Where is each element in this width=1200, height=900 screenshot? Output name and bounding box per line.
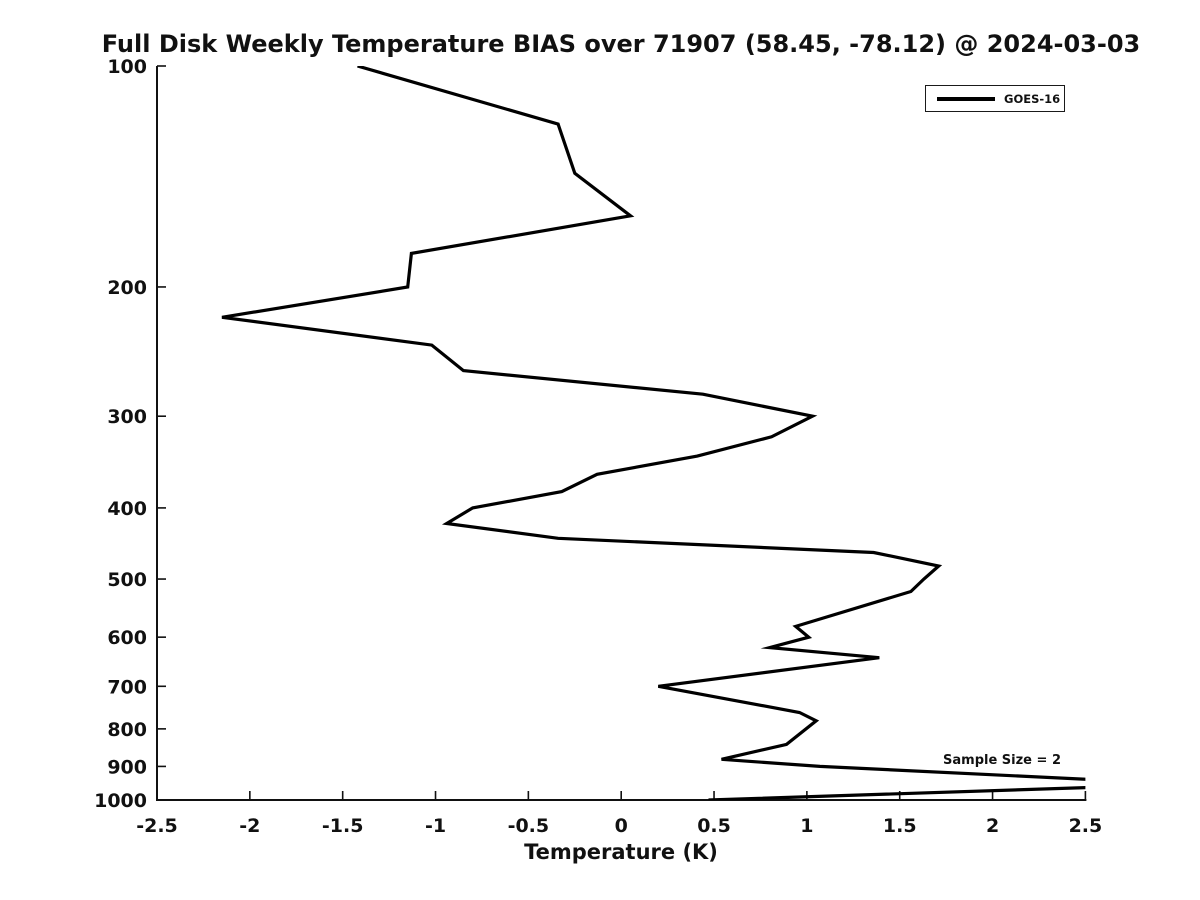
y-tick-label: 500 xyxy=(107,569,147,591)
legend-label: GOES-16 xyxy=(1004,91,1061,106)
x-tick-label: 0 xyxy=(615,815,628,837)
y-tick-label: 200 xyxy=(107,277,147,299)
y-tick-label: 100 xyxy=(107,56,147,78)
bias-curve xyxy=(221,66,1086,800)
x-tick-label: 1.5 xyxy=(883,815,917,837)
x-tick-label: 1 xyxy=(800,815,813,837)
x-axis-ticks xyxy=(156,791,1087,800)
legend: GOES-16 xyxy=(925,85,1065,112)
x-axis-tick-labels: -2.5 -2 -1.5 -1 -0.5 0 0.5 1 1.5 2 2.5 xyxy=(136,815,1102,837)
sample-size-annotation: Sample Size = 2 xyxy=(943,753,1061,768)
y-tick-label: 800 xyxy=(107,719,147,741)
y-tick-label: 600 xyxy=(107,627,147,649)
x-tick-label: 2.5 xyxy=(1069,815,1103,837)
y-tick-label: 900 xyxy=(107,756,147,778)
x-tick-label: -0.5 xyxy=(508,815,550,837)
y-tick-label: 1000 xyxy=(94,790,147,812)
chart-title: Full Disk Weekly Temperature BIAS over 7… xyxy=(101,30,1141,58)
y-tick-label: 700 xyxy=(107,676,147,698)
x-tick-label: -2 xyxy=(239,815,260,837)
x-axis-label: Temperature (K) xyxy=(524,840,718,864)
x-tick-label: 0.5 xyxy=(697,815,731,837)
y-axis-tick-labels: 100 200 300 400 500 600 700 800 900 1000 xyxy=(94,56,147,812)
x-tick-label: -1 xyxy=(425,815,446,837)
y-axis-ticks xyxy=(157,65,166,801)
y-tick-label: 400 xyxy=(107,498,147,520)
legend-line-sample-icon xyxy=(937,96,995,101)
y-tick-label: 300 xyxy=(107,406,147,428)
x-tick-label: 2 xyxy=(986,815,999,837)
x-tick-label: -2.5 xyxy=(136,815,178,837)
x-tick-label: -1.5 xyxy=(322,815,364,837)
